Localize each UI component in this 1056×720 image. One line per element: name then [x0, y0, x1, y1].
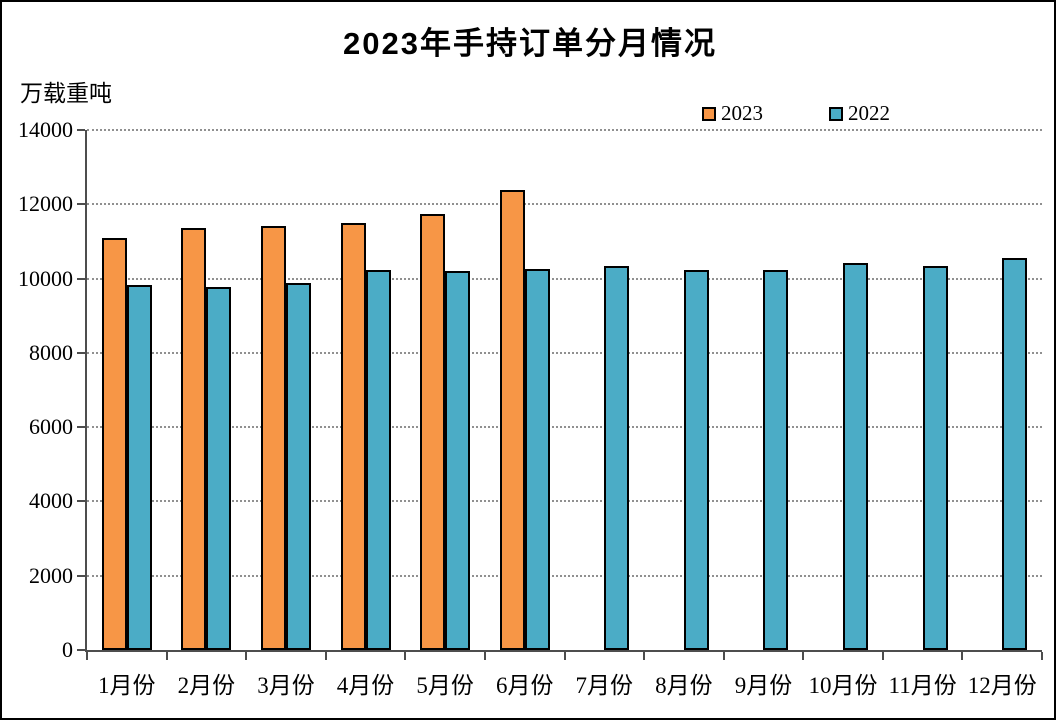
bar-2022-9月份 — [763, 270, 789, 650]
y-axis-tick-label-10000: 10000 — [18, 265, 73, 291]
y-tick-8000 — [77, 351, 85, 354]
y-tick-14000 — [77, 129, 85, 131]
x-tick-6 — [563, 652, 566, 660]
y-tick-0 — [77, 649, 85, 651]
plot-area: 0 2000 4000 6000 8000 10000 12000 14000 1月份 2月份 3月… — [18, 119, 1043, 698]
x-axis-label-12月份: 12月份 — [967, 673, 1037, 698]
legend: 2023 2022 — [702, 101, 890, 126]
x-tick-10 — [881, 652, 884, 660]
x-tick-3 — [324, 652, 327, 660]
y-tick-4000 — [77, 500, 85, 503]
x-axis-label-7月份: 7月份 — [575, 673, 634, 698]
bar-2022-5月份 — [445, 271, 471, 650]
y-axis-line — [85, 130, 87, 652]
x-axis-label-2月份: 2月份 — [177, 673, 236, 698]
bar-2022-4月份 — [365, 270, 391, 650]
y-tick-10000 — [77, 277, 85, 280]
bar-2023-4月份 — [340, 223, 366, 650]
gridline-10000 — [87, 277, 1042, 280]
gridline-4000 — [87, 500, 1042, 503]
bar-2022-12月份 — [1002, 258, 1028, 650]
x-tick-7 — [643, 652, 646, 660]
x-axis-label-6月份: 6月份 — [495, 673, 554, 698]
x-tick-11 — [961, 652, 964, 660]
x-tick-5 — [483, 652, 486, 660]
x-axis-label-9月份: 9月份 — [734, 673, 793, 698]
bar-2022-10月份 — [843, 263, 869, 650]
gridline-14000 — [87, 129, 1042, 131]
bar-2022-8月份 — [683, 270, 709, 650]
y-axis-tick-label-0: 0 — [62, 637, 73, 662]
legend-swatch-2022-icon — [829, 106, 843, 121]
y-axis-tick-label-4000: 4000 — [29, 488, 73, 514]
x-tick-4 — [404, 652, 407, 660]
x-axis-label-10月份: 10月份 — [808, 673, 878, 698]
x-axis-label-5月份: 5月份 — [416, 673, 474, 698]
bar-2023-5月份 — [420, 214, 446, 650]
legend-swatch-2023-icon — [702, 106, 716, 121]
x-tick-12 — [1041, 652, 1043, 660]
gridline-6000 — [87, 426, 1042, 429]
bar-2022-2月份 — [206, 287, 232, 650]
y-axis-tick-label-12000: 12000 — [18, 191, 73, 217]
y-axis-tick-label-2000: 2000 — [29, 562, 73, 588]
gridline-2000 — [87, 574, 1042, 577]
bar-2022-11月份 — [922, 266, 948, 650]
x-tick-8 — [722, 652, 725, 660]
x-axis-label-8月份: 8月份 — [655, 673, 713, 698]
legend-item-2022: 2022 — [829, 101, 890, 126]
x-tick-1 — [165, 652, 168, 660]
y-tick-2000 — [77, 574, 85, 577]
y-axis-tick-label-6000: 6000 — [29, 414, 73, 440]
bar-2023-1月份 — [101, 238, 127, 650]
x-tick-2 — [245, 652, 248, 660]
x-axis-label-1月份: 1月份 — [98, 673, 156, 698]
x-tick-9 — [802, 652, 805, 660]
x-axis-label-3月份: 3月份 — [257, 673, 315, 698]
y-axis-tick-label-14000: 14000 — [18, 117, 73, 142]
bar-2022-1月份 — [126, 285, 152, 650]
bar-2022-7月份 — [604, 266, 630, 650]
bar-2023-6月份 — [499, 190, 525, 650]
gridline-12000 — [87, 203, 1042, 206]
bar-2022-6月份 — [524, 269, 550, 650]
x-axis-label-4月份: 4月份 — [336, 673, 395, 698]
legend-item-2023: 2023 — [702, 101, 763, 126]
y-axis-unit-label: 万载重吨 — [20, 81, 112, 106]
bar-2023-2月份 — [181, 228, 207, 650]
x-tick-0 — [86, 652, 88, 660]
legend-label-2023: 2023 — [721, 101, 763, 125]
x-axis-line — [85, 650, 1042, 652]
y-tick-6000 — [77, 426, 85, 429]
y-axis-tick-label-8000: 8000 — [29, 339, 73, 365]
y-tick-12000 — [77, 203, 85, 206]
chart-title: 2023年手持订单分月情况 — [343, 26, 717, 61]
x-axis-label-11月份: 11月份 — [888, 673, 957, 698]
gridline-8000 — [87, 351, 1042, 354]
legend-label-2022: 2022 — [848, 101, 890, 125]
bar-2022-3月份 — [285, 283, 311, 650]
bar-2023-3月份 — [260, 226, 286, 650]
